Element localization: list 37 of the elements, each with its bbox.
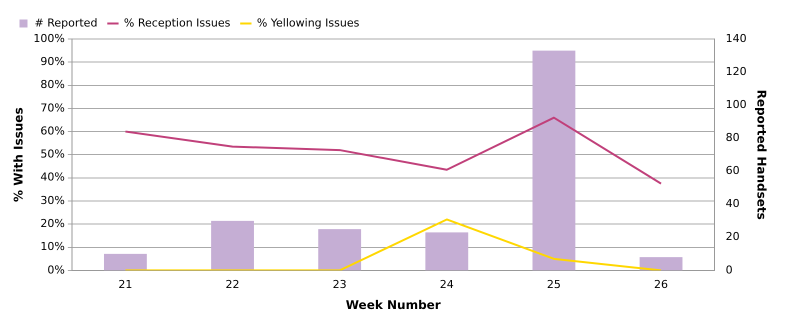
- y-axis-title: % With Issues: [11, 107, 26, 202]
- y2-tick-label: 60: [726, 164, 740, 178]
- x-tick-label: 26: [654, 278, 668, 291]
- y-tick-label: 10%: [40, 240, 65, 254]
- y-tick-label: 80%: [40, 78, 65, 92]
- bar: [425, 232, 468, 270]
- y2-tick-label: 0: [726, 263, 733, 276]
- x-tick-label: 22: [226, 278, 240, 291]
- y2-tick-label: 100: [726, 98, 747, 111]
- y-tick-label: 60%: [40, 124, 65, 138]
- legend-label: % Yellowing Issues: [256, 16, 360, 30]
- y-tick-label: 100%: [33, 32, 65, 45]
- y-tick-label: 0%: [47, 263, 65, 276]
- y2-axis-title: Reported Handsets: [754, 90, 769, 220]
- y2-tick-label: 20: [726, 230, 740, 244]
- y2-tick-label: 140: [726, 32, 747, 45]
- legend-label: # Reported: [34, 16, 98, 30]
- y2-tick-label: 40: [726, 197, 740, 210]
- bar: [640, 257, 682, 270]
- bar: [318, 229, 362, 270]
- y-tick-label: 40%: [40, 170, 65, 184]
- y-tick-label: 50%: [40, 148, 65, 161]
- y2-tick-label: 80: [726, 131, 740, 144]
- bar: [211, 220, 254, 270]
- x-tick-label: 21: [118, 278, 132, 291]
- x-axis-title: Week Number: [346, 298, 441, 312]
- x-tick-label: 23: [332, 278, 347, 291]
- y-tick-label: 30%: [40, 194, 65, 207]
- y-tick-label: 20%: [40, 216, 65, 230]
- bar: [532, 50, 576, 270]
- legend-label: % Reception Issues: [124, 16, 231, 30]
- x-tick-label: 24: [440, 278, 454, 291]
- y-tick-label: 70%: [40, 101, 65, 114]
- y2-tick-label: 120: [726, 64, 747, 78]
- bar: [104, 254, 147, 270]
- y-tick-label: 90%: [40, 55, 65, 68]
- x-tick-label: 25: [546, 278, 561, 291]
